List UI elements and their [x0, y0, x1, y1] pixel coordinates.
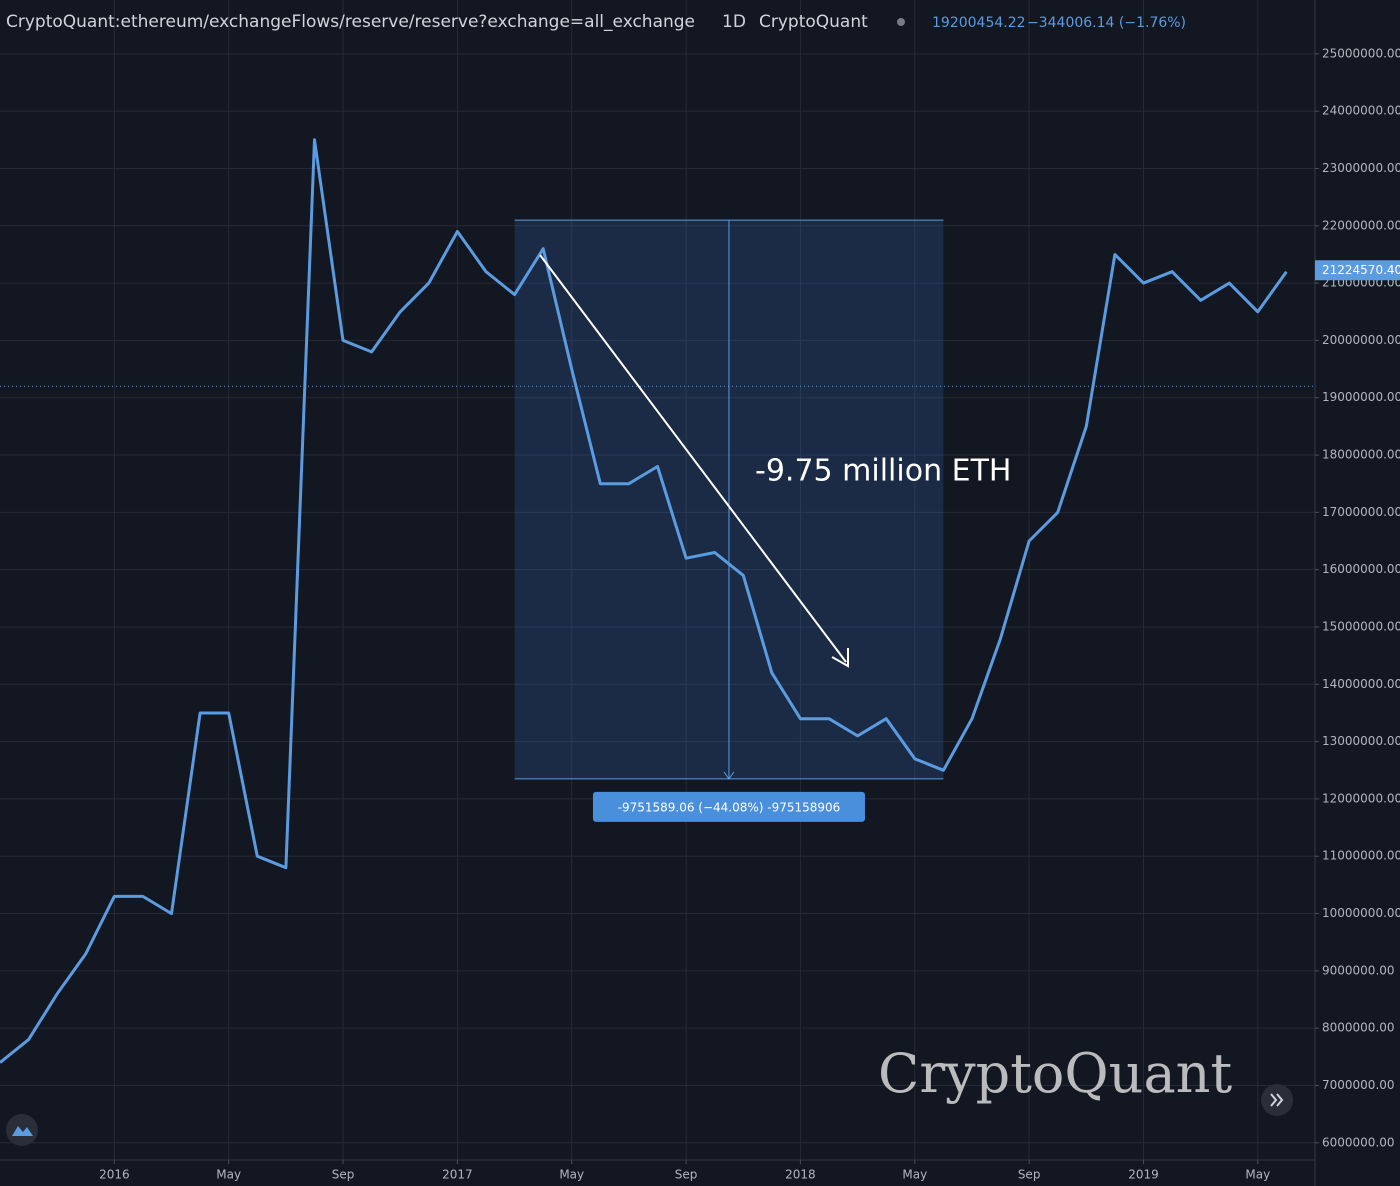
measure-label: -9751589.06 (−44.08%) -975158906	[618, 800, 841, 814]
y-tick-label: 23000000.00	[1322, 161, 1400, 175]
status-dot	[897, 18, 905, 26]
y-tick-label: 18000000.00	[1322, 448, 1400, 462]
logo-bg[interactable]	[6, 1114, 38, 1146]
x-tick-label: 2018	[785, 1168, 816, 1182]
x-tick-label: May	[216, 1168, 241, 1182]
y-tick-label: 20000000.00	[1322, 333, 1400, 347]
y-tick-label: 12000000.00	[1322, 791, 1400, 805]
y-tick-label: 8000000.00	[1322, 1021, 1395, 1035]
y-tick-label: 22000000.00	[1322, 218, 1400, 232]
grid	[0, 0, 1315, 1160]
y-tick-label: 14000000.00	[1322, 677, 1400, 691]
last-value-label: 21224570.40	[1322, 263, 1400, 277]
x-tick-label: Sep	[1018, 1168, 1041, 1182]
measure-arrow	[723, 771, 735, 780]
header-value: 19200454.22	[932, 15, 1026, 31]
x-tick-label: 2017	[442, 1168, 473, 1182]
arrow-head	[831, 648, 849, 668]
x-tick-label: May	[1245, 1168, 1270, 1182]
y-tick-label: 9000000.00	[1322, 963, 1395, 977]
scroll-button[interactable]	[1261, 1084, 1293, 1116]
y-tick-label: 11000000.00	[1322, 849, 1400, 863]
scroll-icon	[1270, 1093, 1284, 1107]
annotation: -9.75 million ETH	[755, 454, 1011, 489]
x-tick-label: 2019	[1128, 1168, 1159, 1182]
plot: -9751589.06 (−44.08%) -975158906	[0, 138, 1315, 1064]
x-tick-label: May	[902, 1168, 927, 1182]
x-tick-label: May	[559, 1168, 584, 1182]
y-tick-label: 19000000.00	[1322, 390, 1400, 404]
x-tick-label: Sep	[675, 1168, 698, 1182]
y-tick-label: 13000000.00	[1322, 734, 1400, 748]
y-tick-label: 7000000.00	[1322, 1078, 1395, 1092]
header-change: −344006.14 (−1.76%)	[1027, 15, 1186, 31]
last-value-bg	[1315, 260, 1400, 281]
x-tick-label: Sep	[332, 1168, 355, 1182]
y-tick-label: 17000000.00	[1322, 505, 1400, 519]
y-tick-label: 10000000.00	[1322, 906, 1400, 920]
y-tick-label: 15000000.00	[1322, 619, 1400, 633]
x-tick-label: 2016	[99, 1168, 130, 1182]
measure-label-bg	[592, 791, 865, 822]
logo-icon	[12, 1126, 33, 1136]
source: CryptoQuant	[759, 12, 868, 32]
y-tick-label: 16000000.00	[1322, 562, 1400, 576]
series-line	[0, 138, 1288, 1064]
arrow	[539, 254, 847, 663]
symbol: CryptoQuant:ethereum/exchangeFlows/reser…	[6, 12, 695, 32]
interval: 1D	[722, 12, 746, 32]
watermark: CryptoQuant	[878, 1042, 1232, 1105]
logo-button[interactable]	[6, 1114, 38, 1146]
y-tick-label: 24000000.00	[1322, 104, 1400, 118]
y-tick-label: 25000000.00	[1322, 46, 1400, 60]
y-tick-label: 6000000.00	[1322, 1135, 1395, 1149]
